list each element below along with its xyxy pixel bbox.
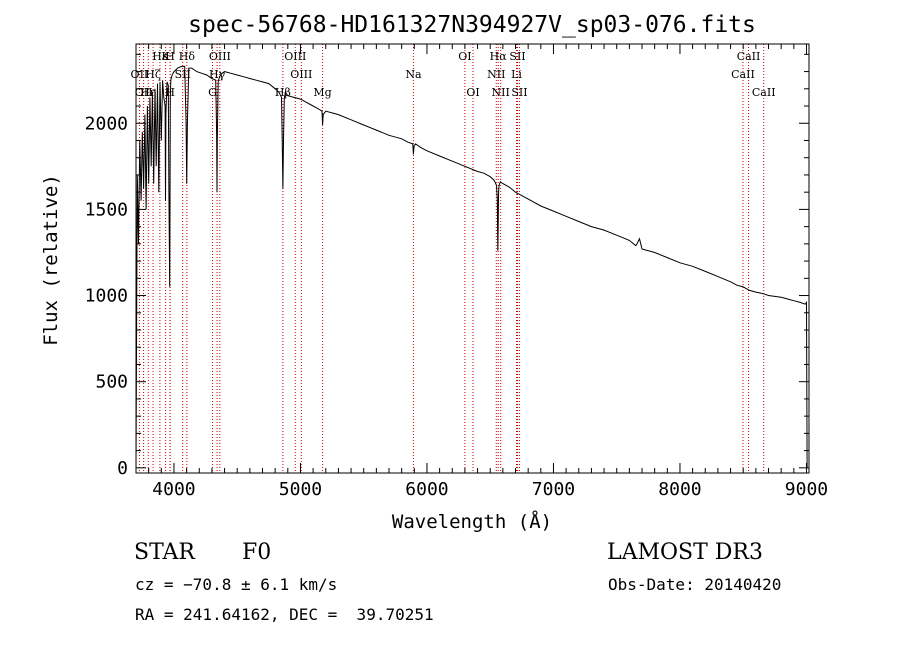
axis-ticks-group: 4000 5000 6000 7000 8000 9000 0 500 1000 1500 2000: [85, 44, 828, 500]
spectral-line-label-20: Hα: [490, 50, 508, 63]
x-axis-label: Wavelength (Å): [392, 510, 552, 533]
spectral-line-label-23: Li: [511, 68, 522, 81]
spectral-line-label-10: Hγ: [209, 68, 226, 81]
spectral-line-label-22: NII: [487, 68, 505, 81]
spectral-line-label-9: H: [165, 86, 175, 99]
line-markers-group: [138, 44, 765, 473]
x-tick-label-5: 9000: [785, 479, 828, 500]
spectral-line-label-8: Hη: [140, 86, 156, 99]
spectral-line-label-11: OIII: [209, 50, 231, 63]
survey-label: LAMOST DR3: [607, 540, 763, 565]
x-tick-label-4: 8000: [658, 479, 701, 500]
plot-frame: [135, 43, 810, 474]
spectral-line-label-5: Hζ: [145, 68, 161, 81]
x-tick-label-1: 5000: [279, 479, 322, 500]
spectral-line-label-1: K: [161, 50, 170, 63]
x-tick-label-3: 7000: [532, 479, 575, 500]
y-tick-label-4: 2000: [85, 113, 128, 134]
y-tick-label-0: 0: [117, 458, 128, 479]
spectral-line-label-6: SII: [175, 68, 191, 81]
spectral-line-label-19: OI: [466, 86, 479, 99]
observation-date-text: Obs-Date: 20140420: [608, 575, 782, 594]
spectral-line-label-27: CaII: [731, 68, 755, 81]
spectral-line-label-25: SII: [511, 86, 527, 99]
spectral-line-label-7: OII: [135, 86, 153, 99]
spectral-line-label-2: H: [165, 50, 175, 63]
spectral-line-label-4: Hε: [152, 50, 168, 63]
spectral-line-label-0: Hδ: [179, 50, 196, 63]
object-class-label: STAR: [134, 540, 195, 565]
y-tick-label-3: 1500: [85, 199, 128, 220]
spectral-line-label-14: OIII: [290, 68, 312, 81]
chart-title: spec-56768-HD161327N394927V_sp03-076.fit…: [188, 12, 756, 38]
y-tick-label-1: 500: [95, 372, 128, 393]
spectrum-series-line: [135, 65, 808, 469]
x-tick-label-2: 6000: [405, 479, 448, 500]
spectral-line-label-16: Mg: [313, 86, 331, 99]
y-tick-label-2: 1000: [85, 286, 128, 307]
spectral-line-label-28: CaII: [752, 86, 776, 99]
redshift-cz-text: cz = −70.8 ± 6.1 km/s: [135, 575, 338, 594]
object-subclass-label: F0: [242, 540, 272, 565]
spectral-line-label-24: NII: [492, 86, 510, 99]
coordinates-text: RA = 241.64162, DEC = 39.70251: [135, 605, 434, 624]
spectral-line-label-18: OI: [458, 50, 471, 63]
spectral-line-label-15: Hβ: [275, 86, 291, 99]
spectral-line-label-21: SII: [509, 50, 525, 63]
spectral-line-label-17: Na: [405, 68, 422, 81]
spectral-line-label-13: OIII: [284, 50, 306, 63]
spectral-line-label-3: OII: [131, 68, 149, 81]
spectral-line-label-26: CaII: [737, 50, 761, 63]
y-axis-label: Flux (relative): [40, 174, 62, 346]
spectral-line-label-12: G: [208, 86, 217, 99]
x-tick-label-0: 4000: [152, 479, 195, 500]
